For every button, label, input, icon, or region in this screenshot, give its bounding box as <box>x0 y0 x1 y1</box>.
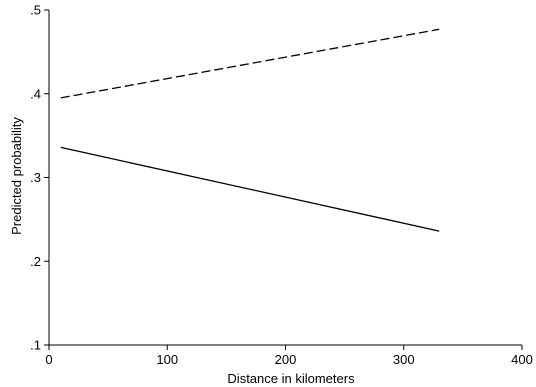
y-tick-label: .1 <box>30 338 41 353</box>
axes: .1 .2 .3 .4 .5 0 100 200 300 400 <box>30 3 533 368</box>
series-layer <box>60 28 440 232</box>
y-tick-label: .5 <box>30 3 41 18</box>
x-tick-label: 0 <box>45 352 52 367</box>
y-tick-label: .2 <box>30 254 41 269</box>
series-line-dashed <box>60 28 440 99</box>
x-tick-label: 200 <box>275 352 297 367</box>
y-tick-label: .3 <box>30 170 41 185</box>
x-tick-label: 300 <box>393 352 415 367</box>
y-axis-title: Predicted probability <box>9 117 24 235</box>
y-tick-label: .4 <box>30 86 41 101</box>
x-tick-label: 400 <box>511 352 533 367</box>
series-line-solid <box>60 146 440 232</box>
x-axis-title: Distance in kilometers <box>227 371 355 386</box>
x-tick-label: 100 <box>156 352 178 367</box>
